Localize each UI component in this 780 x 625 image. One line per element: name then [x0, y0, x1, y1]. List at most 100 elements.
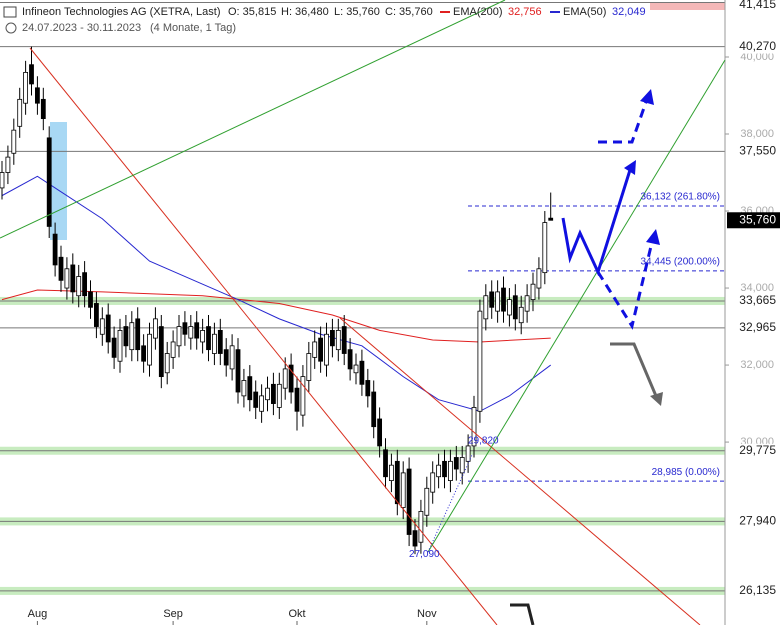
quote: C: 35,760: [385, 6, 433, 18]
candle-body: [548, 217, 554, 221]
candle-body: [353, 364, 359, 374]
candle-body: [495, 291, 501, 312]
trendline: [0, 0, 506, 239]
candle-body: [312, 341, 318, 358]
candle-body: [129, 322, 135, 351]
candle-body: [406, 468, 412, 535]
arrow-head: [624, 160, 636, 175]
forecast-arrow: [561, 169, 632, 277]
candle-body: [229, 345, 235, 370]
candle-body: [58, 256, 64, 281]
level-label: 27,940: [739, 514, 776, 528]
legend-label: EMA(200): [453, 6, 503, 18]
legend-label: EMA(50): [563, 6, 606, 18]
candle-body: [70, 264, 76, 293]
forecast-arrow: [510, 603, 535, 625]
candle-body: [300, 376, 306, 416]
level-label-bg: [727, 39, 780, 54]
ema-line: [1, 175, 552, 412]
candle-body: [542, 222, 548, 274]
trendline: [339, 317, 701, 625]
arrow-head: [640, 89, 654, 105]
candle-body: [158, 326, 164, 378]
candle-body: [0, 172, 5, 189]
chart-title: Infineon Technologies AG (XETRA, Last): [22, 6, 221, 18]
candle-body: [294, 387, 300, 412]
candle-body: [88, 291, 93, 308]
candle-body: [182, 322, 188, 335]
candle-body: [105, 314, 111, 343]
candle-body: [459, 457, 465, 474]
forecast-arrow: [610, 342, 658, 397]
pivot-label: 29,820: [468, 436, 499, 447]
trendline: [29, 47, 498, 625]
candle-body: [330, 330, 335, 347]
candle-body: [341, 326, 347, 354]
candle-body: [35, 87, 40, 104]
candle-body: [448, 460, 453, 481]
level-label-bg: [727, 514, 780, 529]
quote: O: 35,815: [228, 6, 276, 18]
candle-body: [235, 349, 241, 393]
legend-value: 32,049: [612, 6, 646, 18]
candle-body: [383, 449, 388, 478]
drawings: [0, 0, 726, 625]
level-label: 40,270: [739, 39, 776, 53]
candle-body: [241, 380, 247, 397]
x-tick-label: Aug: [28, 608, 48, 620]
x-tick-label: Sep: [163, 608, 183, 620]
candle-body: [518, 306, 524, 324]
candle-body: [536, 268, 542, 289]
candle-body: [46, 137, 52, 227]
candle-body: [82, 272, 88, 297]
y-tick-label: 38,000: [740, 128, 774, 140]
trendline: [427, 59, 726, 553]
level-label: 41,415: [739, 0, 776, 11]
candle-body: [501, 287, 506, 312]
candle-body: [223, 349, 229, 366]
clock-icon: [5, 22, 17, 34]
highlight-zone: [50, 122, 67, 240]
candle-body: [436, 464, 442, 478]
fib-label: 28,985 (0.00%): [652, 467, 720, 478]
candle-body: [389, 464, 394, 481]
candle-body: [253, 391, 259, 408]
candle-body: [76, 276, 82, 297]
arrow-head: [646, 229, 660, 245]
candle-body: [489, 291, 495, 308]
candle-body: [259, 395, 265, 412]
candle-body: [200, 330, 206, 343]
candle-body: [324, 333, 329, 366]
candle-body: [394, 460, 400, 505]
level-label-bg: [727, 583, 780, 598]
candle-body: [141, 345, 147, 362]
candle-body: [400, 472, 406, 508]
candle-body: [318, 337, 324, 362]
candle-body: [11, 129, 17, 154]
candle-body: [465, 445, 471, 462]
legend-value: 32,756: [508, 6, 542, 18]
candle-body: [442, 460, 447, 478]
candle-body: [306, 353, 312, 381]
candle-body: [271, 383, 276, 404]
candle-body: [530, 283, 536, 300]
candle-body: [117, 330, 123, 362]
level-label: 26,135: [739, 583, 776, 597]
y-tick-label: 40,000: [740, 51, 774, 63]
candle-body: [477, 310, 483, 412]
candle-body: [430, 472, 436, 493]
arrow-head: [650, 392, 663, 406]
candle-body: [29, 64, 34, 85]
candle-body: [365, 380, 371, 397]
candle-body: [424, 487, 430, 516]
ema-line: [1, 289, 551, 343]
level-label-bg: [727, 0, 780, 12]
x-tick-label: Okt: [288, 608, 305, 620]
level-label-bg: [727, 144, 780, 159]
candle-body: [483, 295, 489, 320]
y-tick-label: 32,000: [740, 359, 774, 371]
alarm-box: [650, 3, 725, 10]
candle-body: [524, 295, 530, 312]
candle-body: [23, 71, 29, 104]
